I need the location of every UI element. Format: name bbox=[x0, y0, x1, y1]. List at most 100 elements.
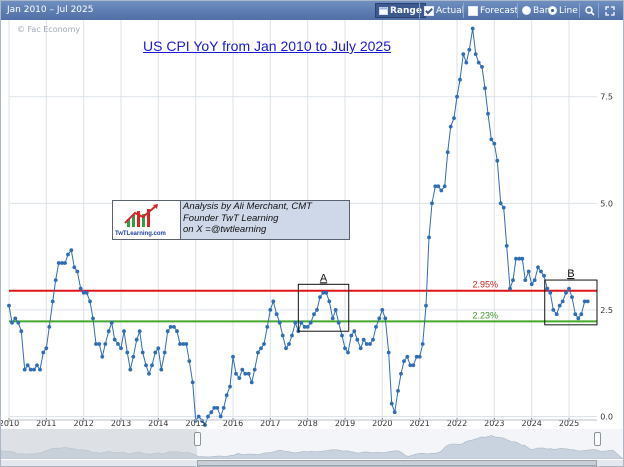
cpi-data-point bbox=[159, 367, 164, 372]
cpi-data-point bbox=[16, 320, 21, 325]
cpi-data-point bbox=[420, 342, 425, 346]
actual-checkbox[interactable] bbox=[424, 5, 434, 16]
expand-button[interactable] bbox=[605, 4, 615, 17]
cpi-data-point bbox=[196, 414, 201, 419]
cpi-data-point bbox=[498, 201, 503, 206]
cpi-data-point bbox=[187, 359, 192, 363]
cpi-data-point bbox=[467, 47, 472, 52]
cpi-data-point bbox=[246, 371, 251, 376]
cpi-data-point bbox=[473, 52, 478, 56]
cpi-data-point bbox=[408, 363, 413, 368]
cpi-data-point bbox=[147, 371, 151, 376]
cpi-data-point bbox=[532, 278, 537, 282]
cpi-data-point bbox=[573, 312, 578, 317]
cpi-data-point bbox=[212, 406, 217, 410]
navigator-scrollbar-thumb[interactable] bbox=[197, 460, 597, 466]
cpi-data-point bbox=[274, 312, 279, 317]
y-tick-label: 0.0 bbox=[600, 412, 613, 421]
cpi-data-point bbox=[417, 354, 422, 359]
attribution-line: on X =@twtlearning bbox=[183, 224, 267, 235]
cpi-data-point bbox=[483, 86, 487, 91]
cpi-data-point bbox=[330, 316, 335, 321]
cpi-data-point bbox=[439, 188, 444, 193]
cpi-data-point bbox=[523, 278, 528, 282]
cpi-data-point bbox=[53, 278, 58, 282]
cpi-data-point bbox=[560, 299, 565, 304]
cpi-data-point bbox=[144, 363, 148, 368]
cpi-data-point bbox=[489, 137, 494, 142]
cpi-data-point bbox=[452, 116, 456, 120]
navigator-right-handle[interactable] bbox=[594, 432, 601, 446]
cpi-data-point bbox=[514, 256, 518, 261]
attribution-line: Analysis by Ali Merchant, CMT bbox=[183, 201, 312, 212]
cpi-data-point bbox=[536, 265, 540, 270]
cpi-data-point bbox=[458, 77, 462, 82]
cpi-data-point bbox=[486, 111, 490, 116]
cpi-data-point bbox=[564, 290, 568, 295]
cpi-data-point bbox=[336, 320, 341, 325]
cpi-data-point bbox=[542, 273, 546, 278]
cpi-data-point bbox=[106, 329, 111, 334]
forecast-checkbox[interactable] bbox=[468, 5, 478, 16]
cpi-data-point bbox=[165, 329, 170, 334]
x-tick-label: 2013 bbox=[111, 419, 131, 428]
cpi-data-point bbox=[433, 184, 438, 189]
chart-title: US CPI YoY from Jan 2010 to July 2025 bbox=[143, 38, 392, 54]
search-button[interactable] bbox=[585, 4, 595, 17]
actual-toggle[interactable]: Actual bbox=[424, 4, 464, 17]
cpi-data-point bbox=[442, 184, 447, 189]
line-option[interactable]: Line bbox=[548, 4, 578, 17]
cpi-data-point bbox=[237, 376, 242, 380]
cpi-data-point bbox=[28, 367, 33, 372]
logo-chart-icon bbox=[124, 204, 158, 227]
bar-radio[interactable] bbox=[522, 6, 531, 15]
cpi-data-point bbox=[75, 269, 80, 274]
x-tick-label: 2024 bbox=[521, 419, 541, 428]
cpi-data-point bbox=[579, 312, 584, 317]
annotation-box bbox=[297, 283, 350, 332]
time-navigator[interactable] bbox=[0, 429, 624, 466]
cpi-data-point bbox=[38, 367, 42, 372]
x-tick-label: 2011 bbox=[36, 419, 56, 428]
reference-line-label: 2.23% bbox=[473, 310, 499, 320]
cpi-data-point bbox=[224, 393, 229, 398]
toolbar-divider bbox=[463, 3, 464, 18]
line-label: Line bbox=[559, 5, 578, 16]
x-tick-label: 2018 bbox=[297, 419, 317, 428]
toolbar-divider bbox=[517, 3, 518, 18]
cpi-data-point bbox=[557, 303, 562, 308]
cpi-data-point bbox=[234, 371, 238, 376]
x-tick-label: 2023 bbox=[484, 419, 504, 428]
cpi-data-point bbox=[430, 201, 434, 206]
cpi-data-point bbox=[299, 320, 304, 325]
cpi-data-point bbox=[84, 290, 89, 295]
bar-option[interactable]: Bar bbox=[522, 4, 548, 17]
cpi-data-point bbox=[492, 141, 497, 146]
x-tick-label: 2014 bbox=[148, 419, 168, 428]
x-tick-label: 2012 bbox=[73, 419, 93, 428]
cpi-data-point bbox=[576, 316, 581, 321]
cpi-data-point bbox=[134, 337, 139, 342]
cpi-data-point bbox=[78, 286, 83, 291]
cpi-data-point bbox=[389, 401, 394, 406]
navigator-left-handle[interactable] bbox=[194, 432, 201, 446]
cpi-data-point bbox=[203, 423, 207, 427]
cpi-data-point bbox=[501, 205, 506, 210]
cpi-data-point bbox=[60, 261, 64, 265]
cpi-data-point bbox=[287, 342, 291, 346]
cpi-data-point bbox=[392, 410, 397, 415]
line-radio[interactable] bbox=[548, 6, 557, 15]
cpi-data-point bbox=[582, 299, 587, 304]
forecast-toggle[interactable]: Forecast bbox=[468, 4, 518, 17]
cpi-data-point bbox=[7, 303, 11, 308]
x-tick-label: 2010 bbox=[1, 419, 19, 428]
cpi-data-point bbox=[396, 389, 400, 393]
cpi-data-point bbox=[125, 350, 130, 355]
cpi-data-point bbox=[570, 295, 574, 299]
cpi-data-point bbox=[539, 269, 543, 274]
cpi-data-point bbox=[411, 363, 416, 368]
cpi-data-point bbox=[346, 350, 350, 355]
cpi-data-point bbox=[119, 346, 123, 351]
cpi-data-point bbox=[414, 354, 419, 359]
